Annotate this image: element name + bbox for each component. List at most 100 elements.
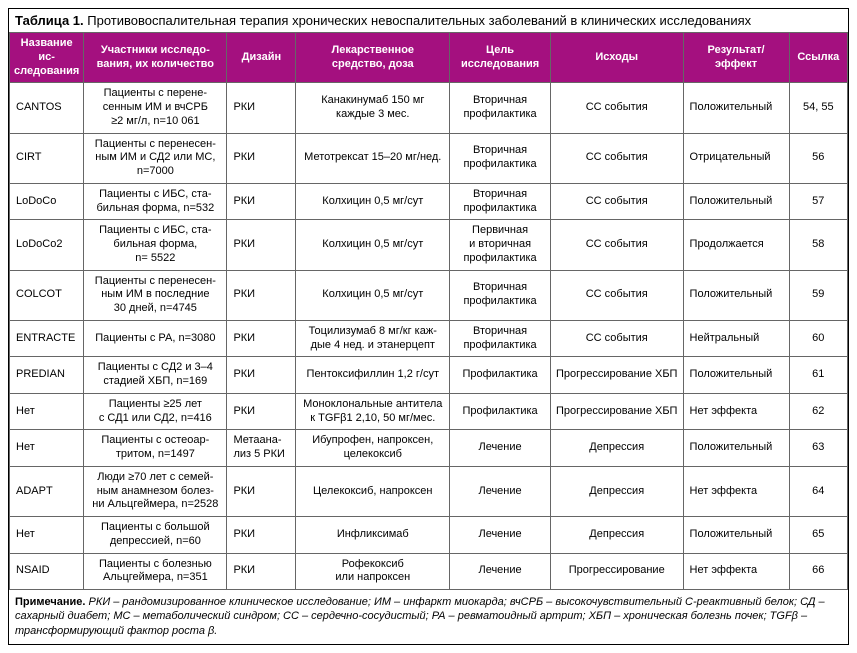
cell-ref: 58 [789,220,847,270]
cell-study: LoDoCo2 [10,220,84,270]
table-header-row: Название ис-следованияУчастники исследо-… [10,33,848,83]
col-header-goal: Цельисследования [450,33,551,83]
cell-part: Пациенты с перенесен-ным ИМ в последние3… [84,270,227,320]
cell-design: РКИ [227,270,296,320]
cell-outcome: Прогрессирование [550,553,683,590]
cell-outcome: СС события [550,183,683,220]
table-row: LoDoCoПациенты с ИБС, ста-бильная форма,… [10,183,848,220]
cell-part: Пациенты с ИБС, ста-бильная форма, n=532 [84,183,227,220]
cell-result: Положительный [683,183,789,220]
col-header-result: Результат/эффект [683,33,789,83]
table-row: LoDoCo2Пациенты с ИБС, ста-бильная форма… [10,220,848,270]
cell-ref: 64 [789,466,847,516]
table-row: НетПациенты с большойдепрессией, n=60РКИ… [10,517,848,554]
table-row: CIRTПациенты с перенесен-ным ИМ и СД2 ил… [10,133,848,183]
table-title: Таблица 1. Противовоспалительная терапия… [9,9,848,32]
cell-drug: Моноклональные антителак TGFβ1 2,10, 50 … [296,393,450,430]
cell-ref: 61 [789,357,847,394]
cell-outcome: СС события [550,320,683,357]
cell-drug: Рофекоксибили напроксен [296,553,450,590]
cell-goal: Вторичнаяпрофилактика [450,320,551,357]
cell-goal: Профилактика [450,357,551,394]
cell-outcome: Депрессия [550,517,683,554]
cell-part: Пациенты ≥25 летс СД1 или СД2, n=416 [84,393,227,430]
cell-drug: Метотрексат 15–20 мг/нед. [296,133,450,183]
cell-study: Нет [10,393,84,430]
cell-outcome: СС события [550,270,683,320]
cell-result: Положительный [683,83,789,133]
table-title-label: Таблица 1. [15,13,84,28]
cell-goal: Профилактика [450,393,551,430]
cell-study: CANTOS [10,83,84,133]
cell-outcome: СС события [550,133,683,183]
cell-part: Пациенты с ИБС, ста-бильная форма,n= 552… [84,220,227,270]
cell-goal: Вторичнаяпрофилактика [450,133,551,183]
cell-study: PREDIAN [10,357,84,394]
cell-drug: Ибупрофен, напроксен,целекоксиб [296,430,450,467]
cell-goal: Вторичнаяпрофилактика [450,183,551,220]
cell-goal: Лечение [450,430,551,467]
table-row: НетПациенты с остеоар-тритом, n=1497Мета… [10,430,848,467]
cell-goal: Вторичнаяпрофилактика [450,83,551,133]
cell-part: Пациенты с болезньюАльцгеймера, n=351 [84,553,227,590]
col-header-part: Участники исследо-вания, их количество [84,33,227,83]
studies-table: Название ис-следованияУчастники исследо-… [9,32,848,590]
cell-design: РКИ [227,320,296,357]
cell-outcome: СС события [550,83,683,133]
cell-outcome: Прогрессирование ХБП [550,393,683,430]
table-row: COLCOTПациенты с перенесен-ным ИМ в посл… [10,270,848,320]
cell-result: Положительный [683,517,789,554]
cell-part: Пациенты с СД2 и 3–4стадией ХБП, n=169 [84,357,227,394]
cell-design: Метаана-лиз 5 РКИ [227,430,296,467]
cell-ref: 60 [789,320,847,357]
cell-study: Нет [10,430,84,467]
cell-ref: 57 [789,183,847,220]
cell-part: Пациенты с остеоар-тритом, n=1497 [84,430,227,467]
table-row: NSAIDПациенты с болезньюАльцгеймера, n=3… [10,553,848,590]
cell-study: NSAID [10,553,84,590]
col-header-drug: Лекарственноесредство, доза [296,33,450,83]
table-row: PREDIANПациенты с СД2 и 3–4стадией ХБП, … [10,357,848,394]
table-row: НетПациенты ≥25 летс СД1 или СД2, n=416Р… [10,393,848,430]
cell-part: Пациенты с перене-сенным ИМ и вчСРБ≥2 мг… [84,83,227,133]
table-title-text: Противовоспалительная терапия хронически… [87,13,751,28]
footnote-label: Примечание. [15,596,85,608]
cell-design: РКИ [227,220,296,270]
col-header-outcome: Исходы [550,33,683,83]
cell-ref: 65 [789,517,847,554]
cell-goal: Вторичнаяпрофилактика [450,270,551,320]
table-row: ADAPTЛюди ≥70 лет с семей-ным анамнезом … [10,466,848,516]
cell-result: Продолжается [683,220,789,270]
table-container: Таблица 1. Противовоспалительная терапия… [8,8,849,645]
cell-outcome: Депрессия [550,430,683,467]
cell-study: COLCOT [10,270,84,320]
cell-part: Пациенты с перенесен-ным ИМ и СД2 или МС… [84,133,227,183]
cell-study: Нет [10,517,84,554]
cell-result: Нет эффекта [683,393,789,430]
cell-design: РКИ [227,517,296,554]
cell-outcome: СС события [550,220,683,270]
cell-outcome: Прогрессирование ХБП [550,357,683,394]
cell-drug: Колхицин 0,5 мг/сут [296,270,450,320]
cell-drug: Целекоксиб, напроксен [296,466,450,516]
footnote-text: РКИ – рандомизированное клиническое иссл… [15,596,825,637]
cell-drug: Пентоксифиллин 1,2 г/сут [296,357,450,394]
cell-result: Положительный [683,357,789,394]
cell-design: РКИ [227,466,296,516]
cell-ref: 59 [789,270,847,320]
cell-goal: Первичнаяи вторичнаяпрофилактика [450,220,551,270]
cell-part: Пациенты с РА, n=3080 [84,320,227,357]
cell-drug: Колхицин 0,5 мг/сут [296,183,450,220]
table-row: ENTRACTEПациенты с РА, n=3080РКИТоцилизу… [10,320,848,357]
cell-drug: Канакинумаб 150 мгкаждые 3 мес. [296,83,450,133]
cell-result: Нет эффекта [683,466,789,516]
cell-goal: Лечение [450,517,551,554]
cell-result: Нет эффекта [683,553,789,590]
cell-design: РКИ [227,393,296,430]
cell-part: Люди ≥70 лет с семей-ным анамнезом болез… [84,466,227,516]
cell-outcome: Депрессия [550,466,683,516]
cell-design: РКИ [227,133,296,183]
cell-design: РКИ [227,553,296,590]
table-row: CANTOSПациенты с перене-сенным ИМ и вчСР… [10,83,848,133]
cell-drug: Колхицин 0,5 мг/сут [296,220,450,270]
